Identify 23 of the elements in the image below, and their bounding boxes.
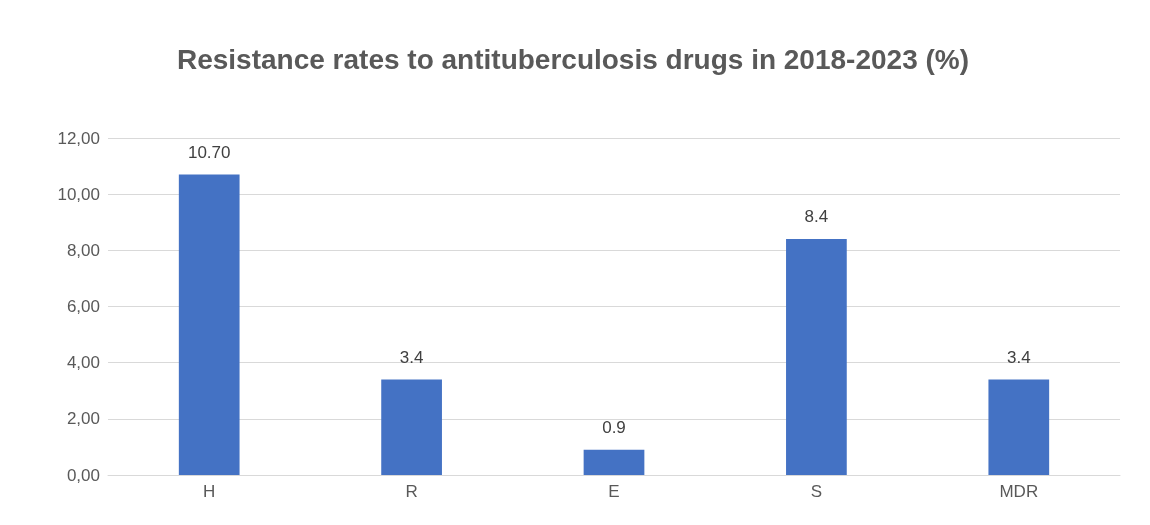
data-label: 3.4 [1006,347,1031,367]
bar [583,449,645,475]
y-tick-label: 4,00 [66,353,100,373]
data-label: 3.4 [399,347,424,367]
y-tick-label: 12,00 [57,128,100,148]
x-tick-label: S [810,482,823,501]
data-label: 10.70 [187,142,231,162]
y-tick-label: 0,00 [66,465,100,485]
bar [786,239,847,475]
y-tick-label: 2,00 [66,409,100,429]
x-tick-label: MDR [999,482,1039,501]
x-tick-label: H [203,482,216,501]
data-label: 0.9 [602,417,626,437]
y-tick-label: 8,00 [66,240,100,260]
y-tick-label: 10,00 [57,184,100,204]
data-label: 8.4 [804,207,829,227]
x-tick-label: E [608,482,620,501]
bar [381,379,442,475]
y-tick-label: 6,00 [66,297,100,316]
bar [178,174,240,475]
x-tick-label: R [405,482,418,501]
bar [988,379,1050,475]
chart-title: Resistance rates to antituberculosis drugs in 2018-2023 (%) [176,43,970,75]
